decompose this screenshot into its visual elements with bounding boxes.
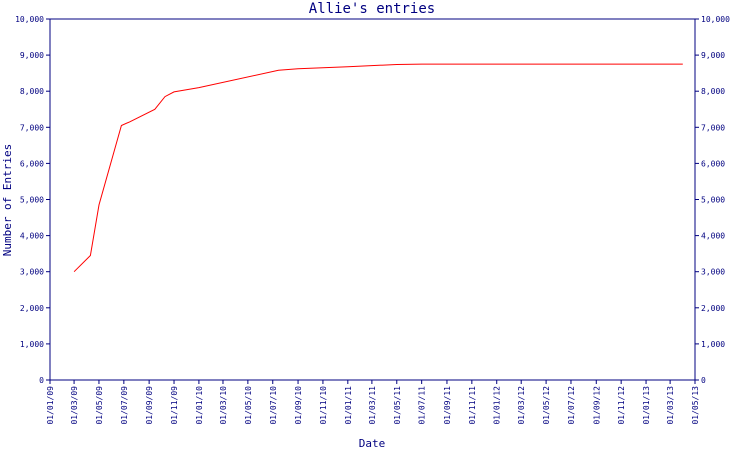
x-tick-label: 01/09/10 [294,386,303,425]
x-tick-label: 01/03/09 [70,386,79,425]
y-tick-label-right: 6,000 [701,159,725,168]
x-axis-label: Date [359,437,386,450]
x-tick-label: 01/07/12 [567,386,576,425]
y-tick-label-right: 8,000 [701,87,725,96]
y-tick-label-right: 10,000 [701,15,730,24]
y-tick-label-left: 7,000 [20,123,44,132]
y-axis-right: 0 1,000 2,000 3,000 4,000 5,000 6,000 7,000 8,00… [695,15,730,385]
y-tick-label-left: 3,000 [20,268,44,277]
x-tick-label: 01/03/11 [368,386,377,425]
y-tick-label-left: 8,000 [20,87,44,96]
x-tick-label: 01/11/10 [319,386,328,425]
y-tick-label-right: 5,000 [701,196,725,205]
x-axis: 01/01/09 01/03/09 01/05/09 01/07/09 01/09/09… [46,380,700,425]
x-tick-label: 01/03/12 [517,386,526,425]
y-tick-label-left: 2,000 [20,304,44,313]
plot-area-frame [49,18,696,381]
y-tick-label-right: 1,000 [701,340,725,349]
x-tick-label: 01/05/11 [393,386,402,425]
x-tick-label: 01/05/10 [244,386,253,425]
x-tick-label: 01/03/10 [219,386,228,425]
x-tick-label: 01/11/12 [617,386,626,425]
y-tick-label-left: 1,000 [20,340,44,349]
x-tick-label: 01/01/11 [344,386,353,425]
series-line [73,63,683,273]
y-tick-label-right: 0 [701,376,706,385]
x-tick-label: 01/07/09 [120,386,129,425]
x-tick-label: 01/01/10 [195,386,204,425]
x-tick-label: 01/01/12 [493,386,502,425]
x-tick-label: 01/11/09 [170,386,179,425]
y-axis-left: 0 1,000 2,000 3,000 4,000 5,000 6,000 7,000 8,00… [15,15,50,385]
x-tick-label: 01/05/12 [542,386,551,425]
y-tick-label-right: 4,000 [701,232,725,241]
x-tick-label: 01/11/11 [468,386,477,425]
y-tick-label-right: 2,000 [701,304,725,313]
y-tick-label-left: 10,000 [15,15,44,24]
x-tick-label: 01/05/13 [691,386,700,425]
y-axis-label: Number of Entries [1,144,14,257]
x-tick-label: 01/05/09 [95,386,104,425]
y-tick-label-right: 7,000 [701,123,725,132]
y-tick-label-left: 0 [39,376,44,385]
y-tick-label-left: 4,000 [20,232,44,241]
y-tick-label-right: 9,000 [701,51,725,60]
x-tick-label: 01/09/09 [145,386,154,425]
x-tick-label: 01/03/13 [666,386,675,425]
x-tick-label: 01/01/13 [642,386,651,425]
chart-title: Allie's entries [309,1,435,17]
y-tick-label-left: 5,000 [20,196,44,205]
x-tick-label: 01/07/10 [269,386,278,425]
x-tick-label: 01/09/12 [592,386,601,425]
y-tick-label-left: 6,000 [20,159,44,168]
x-tick-label: 01/09/11 [443,386,452,425]
y-tick-label-right: 3,000 [701,268,725,277]
x-tick-label: 01/07/11 [418,386,427,425]
y-tick-label-left: 9,000 [20,51,44,60]
x-tick-label: 01/01/09 [46,386,55,425]
